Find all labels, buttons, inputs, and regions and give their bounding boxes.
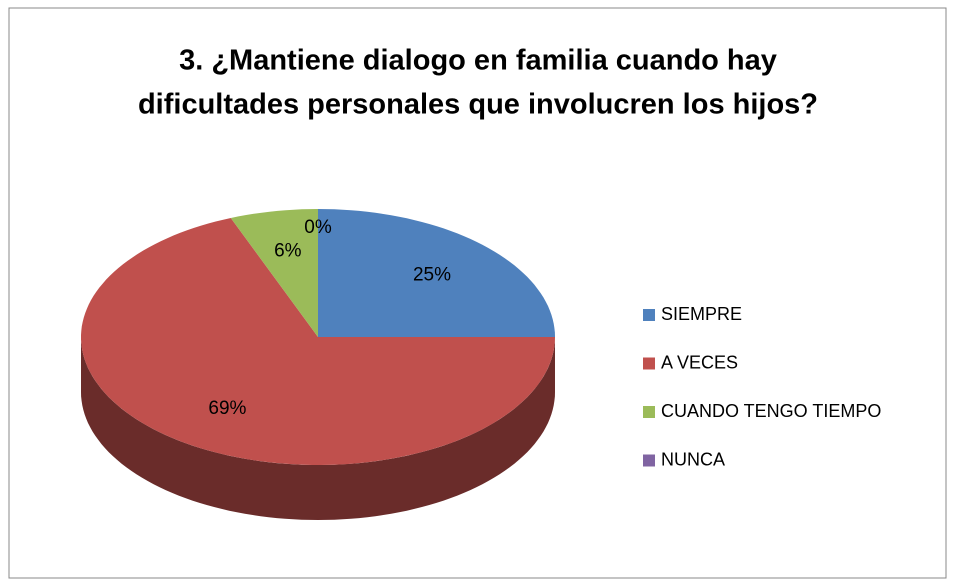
chart-title: 3. ¿Mantiene dialogo en familia cuando h… <box>179 45 777 77</box>
pie-slice <box>81 218 555 465</box>
chart-title: dificultades personales que involucren l… <box>138 89 818 121</box>
pie-slice <box>318 209 555 337</box>
data-label: 6% <box>274 241 302 262</box>
legend-swatch <box>643 357 655 370</box>
legend-swatch <box>643 309 655 321</box>
pie-slice <box>230 209 318 337</box>
data-label: 25% <box>413 264 451 285</box>
legend-label: A VECES <box>661 352 738 372</box>
legend-label: NUNCA <box>661 449 725 469</box>
legend-swatch <box>643 454 655 467</box>
pie-side <box>81 337 555 520</box>
data-label: 0% <box>304 217 332 238</box>
legend-label: CUANDO TENGO TIEMPO <box>661 401 881 421</box>
data-label: 69% <box>208 398 246 419</box>
legend-swatch <box>643 406 655 418</box>
legend-label: SIEMPRE <box>661 304 742 324</box>
